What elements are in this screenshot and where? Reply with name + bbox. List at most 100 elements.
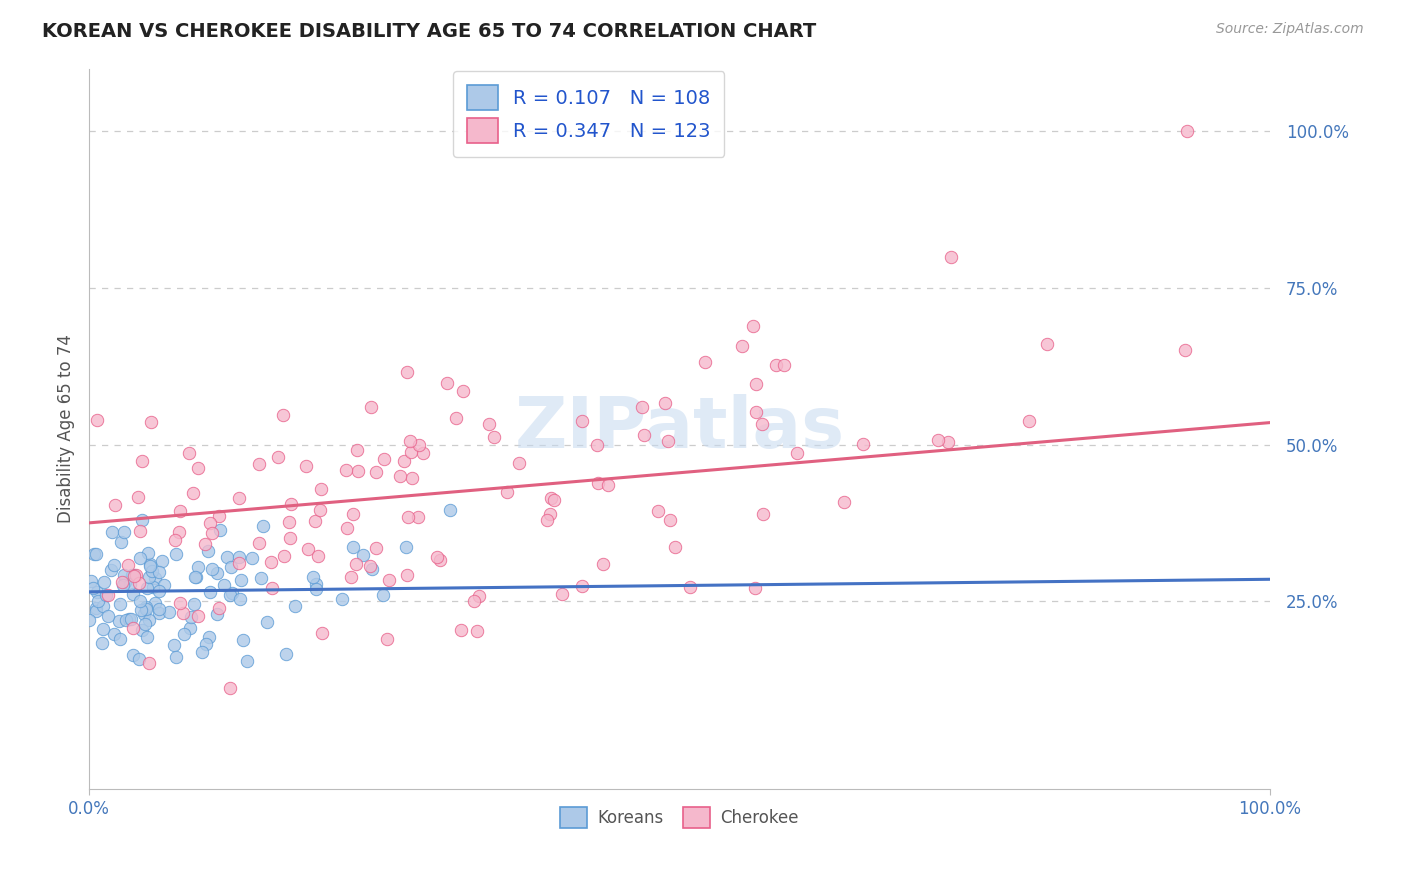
Point [371, 588, 394, 602]
Point [765, 358, 787, 372]
Point [271, 408, 294, 422]
Point [311, 626, 333, 640]
Point [141, 564, 163, 578]
Point [201, 561, 224, 575]
Point [266, 450, 288, 464]
Point [200, 585, 222, 599]
Point [217, 550, 239, 565]
Point [451, 384, 474, 399]
Point [100, 563, 122, 577]
Point [744, 582, 766, 596]
Point [221, 560, 243, 574]
Point [936, 434, 959, 449]
Point [586, 438, 609, 452]
Point [536, 513, 558, 527]
Point [751, 507, 773, 521]
Point [131, 623, 153, 637]
Point [197, 544, 219, 558]
Point [342, 540, 364, 554]
Point [250, 570, 273, 584]
Point [83, 547, 105, 561]
Point [186, 570, 208, 584]
Point [208, 601, 231, 615]
Point [658, 513, 681, 527]
Point [165, 649, 187, 664]
Point [297, 541, 319, 556]
Point [110, 535, 132, 549]
Point [128, 593, 150, 607]
Point [200, 526, 222, 541]
Point [169, 596, 191, 610]
Point [392, 454, 415, 468]
Point [508, 456, 530, 470]
Point [194, 536, 217, 550]
Point [128, 576, 150, 591]
Point [654, 396, 676, 410]
Point [262, 581, 284, 595]
Point [103, 558, 125, 573]
Point [773, 358, 796, 372]
Point [122, 587, 145, 601]
Point [80, 574, 103, 589]
Point [439, 503, 461, 517]
Point [138, 570, 160, 584]
Point [375, 632, 398, 646]
Point [139, 558, 162, 573]
Point [219, 588, 242, 602]
Point [304, 582, 326, 596]
Point [208, 508, 231, 523]
Point [120, 612, 142, 626]
Point [373, 452, 395, 467]
Point [444, 410, 467, 425]
Point [592, 558, 614, 572]
Point [399, 434, 422, 449]
Point [131, 454, 153, 468]
Point [108, 632, 131, 646]
Point [330, 592, 353, 607]
Point [97, 588, 120, 602]
Point [396, 510, 419, 524]
Point [305, 577, 328, 591]
Point [91, 622, 114, 636]
Point [256, 615, 278, 629]
Point [339, 570, 361, 584]
Point [647, 504, 669, 518]
Point [551, 587, 574, 601]
Point [360, 400, 382, 414]
Point [91, 636, 114, 650]
Point [153, 578, 176, 592]
Point [540, 491, 562, 505]
Point [280, 531, 302, 545]
Point [852, 437, 875, 451]
Point [118, 612, 141, 626]
Point [745, 405, 768, 419]
Point [132, 607, 155, 622]
Point [1036, 336, 1059, 351]
Point [167, 524, 190, 539]
Point [121, 648, 143, 662]
Point [115, 613, 138, 627]
Point [228, 592, 250, 607]
Point [395, 540, 418, 554]
Point [139, 415, 162, 429]
Point [294, 459, 316, 474]
Point [496, 484, 519, 499]
Point [304, 514, 326, 528]
Point [307, 549, 329, 563]
Point [939, 250, 962, 264]
Legend: Koreans, Cherokee: Koreans, Cherokee [554, 800, 806, 835]
Point [335, 463, 357, 477]
Point [450, 624, 472, 638]
Point [465, 624, 488, 638]
Point [134, 616, 156, 631]
Point [148, 583, 170, 598]
Point [139, 558, 162, 572]
Point [136, 546, 159, 560]
Point [117, 558, 139, 572]
Point [274, 647, 297, 661]
Point [309, 482, 332, 496]
Point [148, 602, 170, 616]
Point [179, 621, 201, 635]
Point [1018, 414, 1040, 428]
Point [745, 377, 768, 392]
